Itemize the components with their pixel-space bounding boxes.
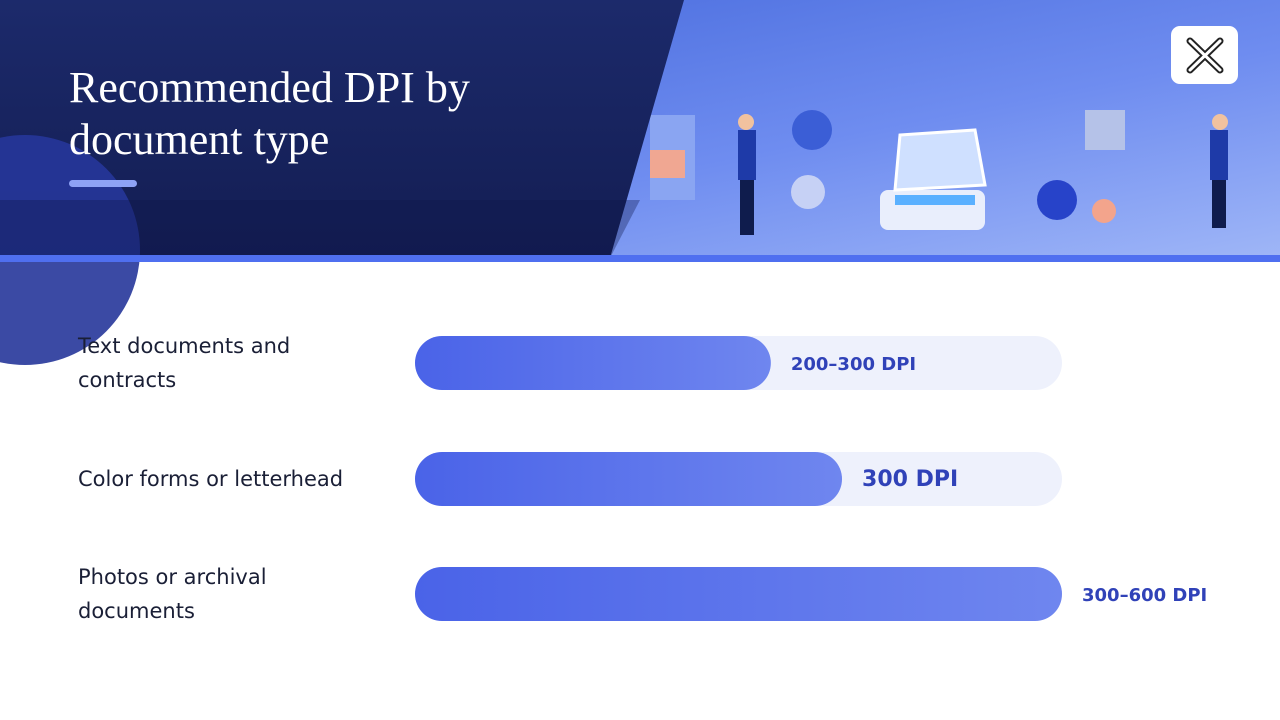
category-label: Photos or archival documents bbox=[78, 565, 267, 623]
chart-title: Recommended DPI by document type bbox=[69, 63, 470, 164]
plot: Text documents and contracts 200–300 DPI Co… bbox=[77, 334, 1207, 623]
title-panel bbox=[0, 0, 684, 258]
range-label: 300–600 DPI bbox=[1082, 585, 1207, 606]
range-label: 200–300 DPI bbox=[791, 354, 916, 375]
range-label: 300 DPI bbox=[862, 467, 958, 492]
illustration bbox=[650, 110, 1228, 235]
decor-circle bbox=[0, 135, 140, 365]
category-label: Color forms or letterhead bbox=[78, 467, 343, 491]
panel-shade bbox=[0, 200, 640, 258]
logo bbox=[1171, 26, 1238, 84]
bar bbox=[415, 567, 1062, 621]
category-label: Text documents and contracts bbox=[77, 334, 290, 392]
header-stripe bbox=[0, 255, 1280, 262]
title-accent bbox=[69, 180, 137, 187]
bar bbox=[415, 452, 843, 506]
bar bbox=[415, 336, 771, 390]
header: Recommended DPI by document type bbox=[0, 0, 1280, 365]
